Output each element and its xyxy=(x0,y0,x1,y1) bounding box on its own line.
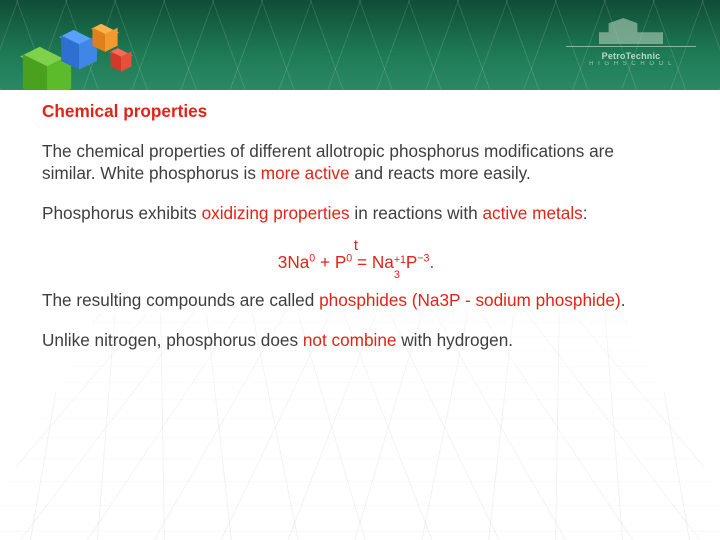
paragraph-4: Unlike nitrogen, phosphorus does not com… xyxy=(42,329,670,351)
chemical-equation: 3Na0 + P0 = Na+13P−3. xyxy=(42,251,670,273)
eq-na2: Na xyxy=(372,252,394,272)
p2-text-c: : xyxy=(583,203,588,223)
header-bar xyxy=(0,0,720,90)
eq-coef: 3 xyxy=(278,252,288,272)
eq-na1: Na xyxy=(287,252,309,272)
paragraph-3: The resulting compounds are called phosp… xyxy=(42,289,670,311)
p1-more-active: more active xyxy=(261,163,350,183)
p3-phosphides: phosphides (Na3P - sodium phosphide) xyxy=(319,290,621,310)
p2-oxidizing: oxidizing properties xyxy=(202,203,350,223)
equation-block: t 3Na0 + P0 = Na+13P−3. xyxy=(42,236,670,273)
p2-active-metals: active metals xyxy=(482,203,582,223)
slide-content: Chemical properties The chemical propert… xyxy=(42,100,670,516)
p1-text-b: and reacts more easily. xyxy=(350,163,531,183)
eq-p2-sup: −3 xyxy=(417,253,429,265)
p3-text-b: . xyxy=(621,290,626,310)
paragraph-2: Phosphorus exhibits oxidizing properties… xyxy=(42,202,670,224)
p4-text-a: Unlike nitrogen, phosphorus does xyxy=(42,330,303,350)
eq-p1: P xyxy=(335,252,346,272)
eq-plus: + xyxy=(315,252,335,272)
eq-equals: = xyxy=(352,252,372,272)
header-grid xyxy=(0,0,720,90)
p3-text-a: The resulting compounds are called xyxy=(42,290,319,310)
eq-p2: P xyxy=(406,252,417,272)
p4-text-b: with hydrogen. xyxy=(396,330,513,350)
slide-title: Chemical properties xyxy=(42,100,670,122)
p4-not-combine: not combine xyxy=(303,330,397,350)
paragraph-1: The chemical properties of different all… xyxy=(42,140,670,184)
p2-text-a: Phosphorus exhibits xyxy=(42,203,202,223)
p2-text-b: in reactions with xyxy=(350,203,483,223)
eq-end: . xyxy=(429,252,434,272)
